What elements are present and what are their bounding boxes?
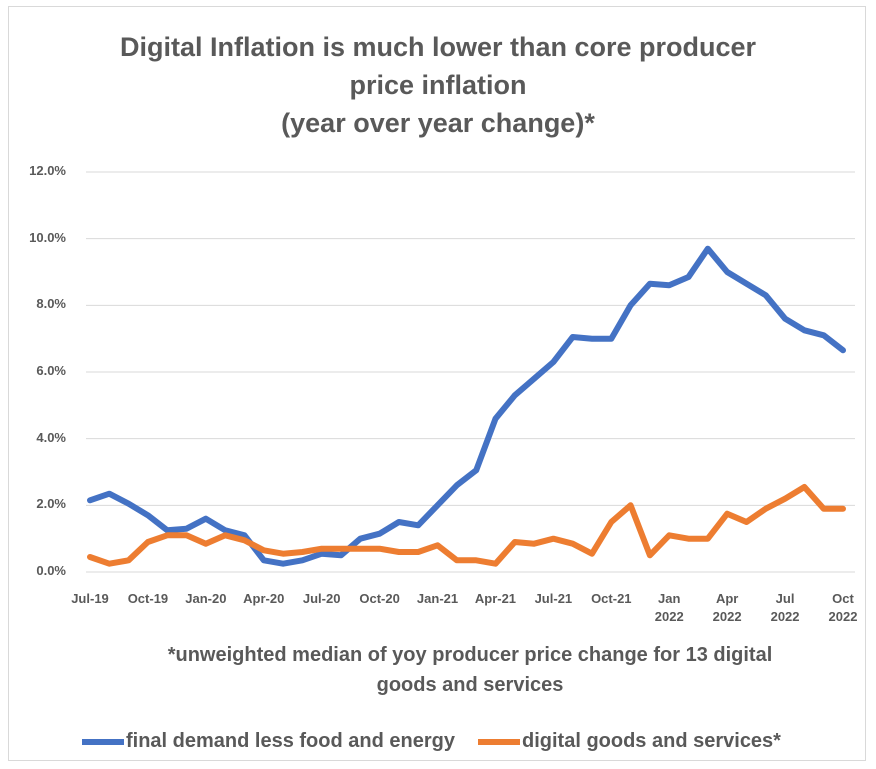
x-tick-label: Oct-19: [127, 591, 169, 606]
x-tick-label: Jan 2022: [654, 591, 684, 624]
x-tick-label: Apr-21: [474, 591, 517, 606]
x-tick-label: Oct 2022: [828, 591, 858, 624]
x-tick-label: Oct-21: [591, 591, 632, 606]
x-tick-label: Jul 2022: [770, 591, 800, 624]
x-tick-label: Oct-20: [359, 591, 400, 606]
chart-title: Digital Inflation is much lower than cor…: [119, 32, 757, 100]
chart-subtitle: (year over year change)*: [281, 108, 595, 138]
footnote: *unweighted median of yoy producer price…: [167, 644, 773, 696]
y-tick-label: 10.0%: [29, 229, 66, 245]
y-tick-label: 0.0%: [36, 563, 66, 578]
series-line: [87, 484, 846, 567]
x-tick-label: Jul-21: [534, 591, 573, 606]
x-tick-label: Jan-20: [185, 591, 227, 606]
x-tick-label: Jul-20: [302, 591, 341, 606]
y-tick-label: 8.0%: [36, 296, 66, 312]
x-tick-label: Apr-20: [243, 591, 285, 606]
chart-frame: [8, 6, 866, 761]
y-tick-label: 4.0%: [36, 429, 66, 445]
y-tick-label: 6.0%: [36, 363, 66, 378]
series-line: [87, 245, 846, 567]
y-tick-label: 12.0%: [29, 163, 66, 178]
x-tick-label: Jan-21: [416, 591, 459, 606]
x-tick-label: Jul-19: [71, 591, 109, 606]
legend-label: digital goods and services*: [522, 730, 781, 752]
legend-label: final demand less food and energy: [126, 730, 455, 752]
y-tick-label: 2.0%: [36, 496, 66, 512]
x-tick-label: Apr 2022: [712, 591, 742, 624]
